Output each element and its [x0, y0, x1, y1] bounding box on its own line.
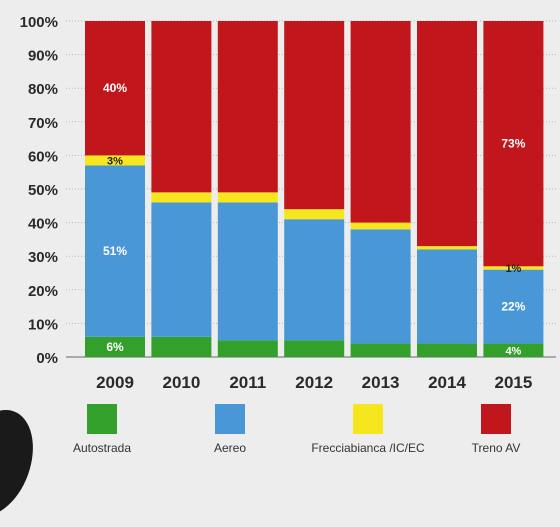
- data-label: 51%: [103, 244, 127, 258]
- y-tick-label: 70%: [28, 115, 58, 132]
- data-label: 1%: [505, 263, 521, 275]
- x-tick-label: 2014: [428, 373, 466, 392]
- bar-segment: [218, 21, 278, 192]
- bar-segment: [417, 249, 477, 343]
- bar-segment: [417, 246, 477, 249]
- y-tick-label: 100%: [20, 14, 58, 31]
- y-tick-label: 30%: [28, 249, 58, 266]
- y-tick-label: 80%: [28, 81, 58, 98]
- bar-segment: [351, 344, 411, 357]
- y-tick-label: 50%: [28, 182, 58, 199]
- data-label: 22%: [501, 300, 525, 314]
- data-label: 3%: [107, 155, 123, 167]
- bar-segment: [351, 223, 411, 230]
- data-label: 40%: [103, 81, 127, 95]
- y-tick-label: 60%: [28, 148, 58, 165]
- legend-label: Autostrada: [73, 441, 131, 455]
- bar-segment: [417, 344, 477, 357]
- legend-swatch: [215, 404, 245, 434]
- bar-segment: [151, 192, 211, 202]
- x-tick-label: 2015: [494, 373, 532, 392]
- x-tick-label: 2011: [229, 373, 266, 392]
- bar-segment: [218, 202, 278, 340]
- data-label: 73%: [501, 137, 525, 151]
- legend-label: Aereo: [214, 441, 246, 455]
- bar-segment: [284, 21, 344, 209]
- bar-segment: [151, 202, 211, 336]
- stacked-bar-chart: 0% 10% 20% 30% 40% 50% 60% 70% 80% 90% 100% 2009 201…: [0, 0, 560, 458]
- x-tick-label: 2010: [162, 373, 200, 392]
- bar-segment: [417, 21, 477, 246]
- legend-label: Treno AV: [472, 441, 521, 455]
- legend-swatch: [87, 404, 117, 434]
- x-tick-label: 2013: [362, 373, 400, 392]
- legend-label: Frecciabianca /IC/EC: [311, 441, 425, 455]
- bar-segment: [151, 21, 211, 192]
- bar-segment: [151, 337, 211, 357]
- bar-segment: [284, 219, 344, 340]
- legend-swatch: [353, 404, 383, 434]
- x-tick-label: 2012: [295, 373, 333, 392]
- y-tick-label: 90%: [28, 48, 58, 65]
- y-tick-label: 0%: [36, 350, 58, 367]
- data-label: 6%: [106, 340, 124, 354]
- x-tick-label: 2009: [96, 373, 134, 392]
- chart-container: 0% 10% 20% 30% 40% 50% 60% 70% 80% 90% 100% 2009 201…: [0, 0, 560, 458]
- bar-segment: [218, 192, 278, 202]
- legend-swatch: [481, 404, 511, 434]
- y-tick-label: 10%: [28, 316, 58, 333]
- y-tick-label: 20%: [28, 283, 58, 300]
- bar-segment: [351, 229, 411, 343]
- bar-segment: [284, 340, 344, 357]
- data-label: 4%: [505, 345, 521, 357]
- bar-segment: [284, 209, 344, 219]
- bar-segment: [218, 340, 278, 357]
- bar-segment: [351, 21, 411, 223]
- y-tick-label: 40%: [28, 216, 58, 233]
